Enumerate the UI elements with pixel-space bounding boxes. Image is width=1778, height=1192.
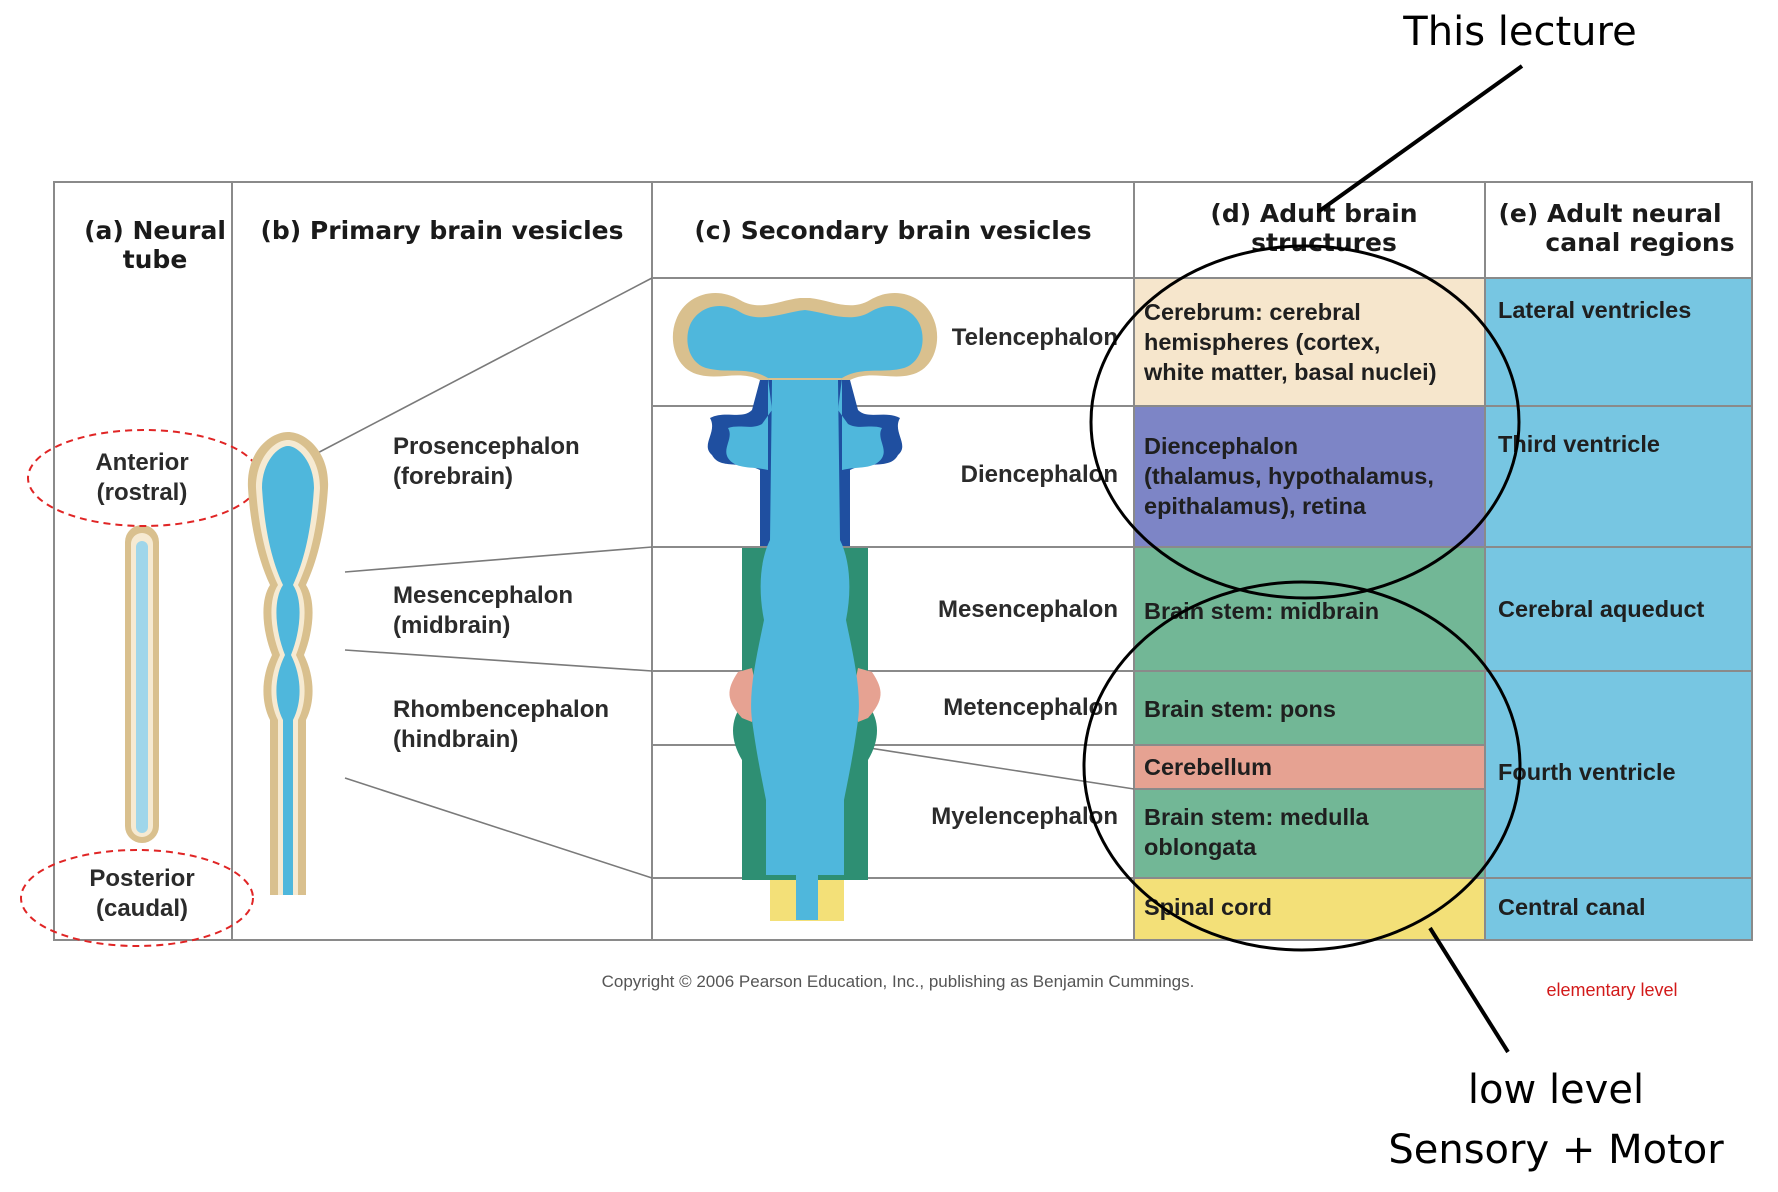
cell-cerebrum-line3: white matter, basal nuclei) [1143,359,1437,385]
this-lecture-pointer [1316,64,1524,214]
cell-pons: Brain stem: pons [1144,696,1336,722]
label-hindbrain: (hindbrain) [393,726,518,753]
table-headers: (a) Neural tube (b) Primary brain vesicl… [84,199,1735,274]
cell-cerebrum-line1: Cerebrum: cerebral [1144,299,1361,325]
cell-cerebrum-bg [1134,278,1485,406]
label-anterior-rostral: (rostral) [97,479,188,506]
cell-medulla-line1: Brain stem: medulla [1144,804,1370,830]
label-diencephalon: Diencephalon [961,461,1118,488]
cell-spinal-cord: Spinal cord [1144,894,1272,920]
label-midbrain: (midbrain) [393,612,510,639]
canal-central-canal: Central canal [1498,894,1646,920]
label-prosencephalon: Prosencephalon [393,433,580,460]
cell-medulla-bg [1134,789,1485,878]
primary-vesicles-figure [247,432,329,895]
cell-diencephalon-line3: epithalamus), retina [1144,493,1367,519]
low-level-pointer [1428,926,1510,1054]
label-anterior: Anterior [95,449,188,476]
header-a-line2: tube [123,245,188,274]
low-level-circle [1082,580,1522,952]
canal-fourth-ventricle: Fourth ventricle [1498,759,1676,785]
label-rhombencephalon: Rhombencephalon [393,696,609,723]
annotation-sensory-motor: Sensory + Motor [1388,1127,1724,1173]
label-metencephalon: Metencephalon [943,694,1118,721]
cell-medulla-line2: oblongata [1144,834,1257,860]
annotation-elementary-level: elementary level [1546,980,1677,1000]
label-telencephalon: Telencephalon [952,324,1118,351]
canal-cerebral-aqueduct: Cerebral aqueduct [1498,596,1705,622]
canal-third-ventricle: Third ventricle [1498,431,1660,457]
canal-lateral-ventricles: Lateral ventricles [1498,297,1691,323]
copyright-text: Copyright © 2006 Pearson Education, Inc.… [602,972,1195,991]
cell-diencephalon-bg [1134,406,1485,547]
annotation-this-lecture: This lecture [1402,9,1636,55]
cell-pons-bg [1134,671,1485,745]
label-forebrain: (forebrain) [393,463,513,490]
anterior-highlight-ellipse [27,429,261,527]
this-lecture-circle [1089,244,1521,600]
cell-diencephalon-line1: Diencephalon [1144,433,1298,459]
cell-spinal-bg [1134,878,1485,940]
cell-cerebrum-line2: hemispheres (cortex, [1144,329,1380,355]
header-a-line1: (a) Neural [84,216,226,245]
cell-midbrain: Brain stem: midbrain [1144,598,1379,624]
secondary-vesicles-figure [672,292,938,921]
header-e-line2: canal regions [1545,228,1734,257]
header-e-line1: (e) Adult neural [1498,199,1721,228]
posterior-highlight-ellipse [20,849,254,947]
label-posterior: Posterior [89,865,194,892]
label-mesencephalon-secondary: Mesencephalon [938,596,1118,623]
header-c: (c) Secondary brain vesicles [694,216,1091,245]
cell-cerebellum: Cerebellum [1144,754,1272,780]
canal-column-bg [1485,278,1752,940]
label-posterior-caudal: (caudal) [96,895,188,922]
header-b: (b) Primary brain vesicles [260,216,623,245]
neural-tube-figure [125,525,159,843]
label-myelencephalon: Myelencephalon [931,803,1118,830]
annotation-low-level: low level [1468,1067,1644,1113]
cell-cerebellum-bg [1134,745,1485,789]
connector-lines [307,277,1135,879]
header-d-line1: (d) Adult brain [1210,199,1417,228]
cell-diencephalon-line2: (thalamus, hypothalamus, [1144,463,1434,489]
header-d-line2: structures [1251,228,1397,257]
label-mesencephalon-primary: Mesencephalon [393,582,573,609]
